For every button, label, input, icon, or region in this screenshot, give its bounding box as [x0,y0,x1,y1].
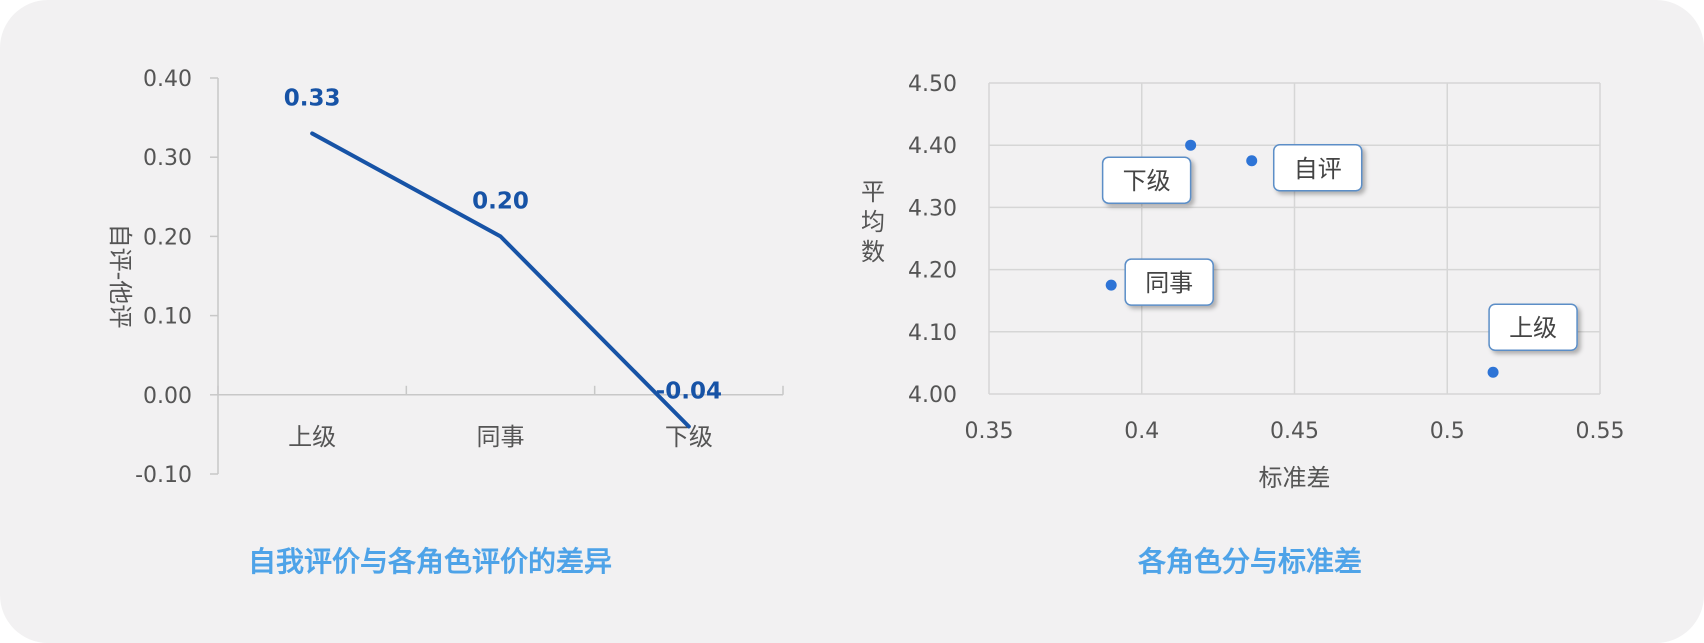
x-tick-label: 0.5 [1430,419,1465,444]
y-tick-label: 0.20 [143,225,192,250]
x-axis-title: 标准差 [1259,464,1331,492]
data-point [1487,366,1499,378]
y-tick-label: 4.20 [908,259,957,284]
series-line [310,131,691,429]
y-axis-title-char: 平 [861,178,885,206]
line-chart-caption: 自我评价与各角色评价的差异 [247,545,612,578]
point-label: 上级 [1509,314,1557,342]
point-label: 下级 [1123,167,1171,195]
x-tick-label: 0.55 [1576,419,1625,444]
y-axis-title-char: 均 [861,208,885,236]
data-label: -0.04 [656,378,722,404]
y-tick-label: 4.50 [908,72,957,97]
y-tick-label: 4.40 [908,134,957,159]
y-tick-label: 0.00 [143,384,192,409]
y-tick-label: 0.30 [143,146,192,171]
y-tick-label: 4.30 [908,196,957,221]
data-point [1246,155,1258,167]
y-axis-title: 自评-他评 [106,224,134,329]
y-tick-label: 0.10 [143,305,192,330]
data-point [1185,139,1197,151]
y-tick-label: 4.00 [908,383,957,408]
scatter-chart-caption: 各角色分与标准差 [1137,545,1362,578]
x-category-label: 上级 [288,423,336,451]
x-tick-label: 0.4 [1124,419,1159,444]
point-label: 同事 [1145,269,1193,297]
data-point [1105,279,1117,291]
point-label-box [1272,144,1363,192]
y-axis-title-char: 数 [861,238,885,266]
point-label-box [1124,258,1214,306]
x-tick-label: 0.45 [1270,419,1319,444]
y-tick-label: 0.40 [143,67,192,92]
x-tick-label: 0.35 [965,419,1014,444]
point-label-box [1488,303,1578,351]
y-tick-label: -0.10 [135,463,192,488]
scatter-chart: 0.35 0.4 0.45 0.5 0.55 4.50 4.40 4.30 4.20 4.10 4.… [861,72,1624,492]
x-category-label: 同事 [477,423,525,451]
y-tick-label: 4.10 [908,321,957,346]
data-label: 0.20 [472,188,529,214]
point-label-box [1101,156,1192,204]
point-label: 自评 [1294,155,1342,183]
data-label: 0.33 [284,85,341,111]
